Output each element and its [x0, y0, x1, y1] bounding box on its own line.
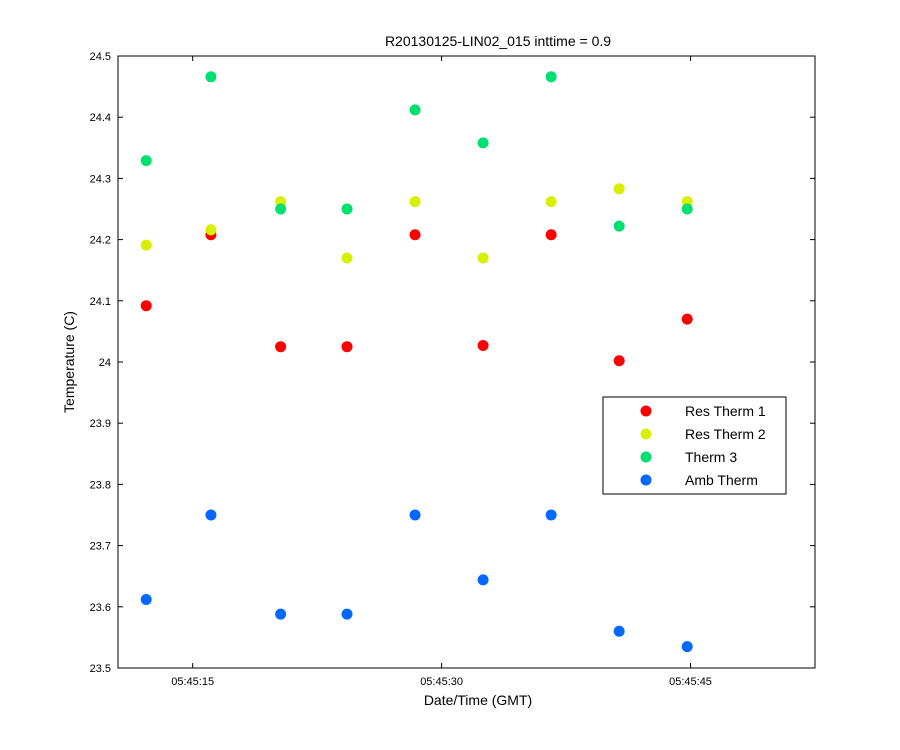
series-res-therm-1: [140, 229, 693, 367]
data-point: [341, 203, 353, 215]
y-tick-label: 24.1: [90, 296, 111, 308]
data-point: [409, 104, 421, 116]
data-point: [140, 593, 152, 605]
plot-area: [117, 55, 816, 669]
legend-label: Amb Therm: [685, 472, 758, 488]
y-tick-label: 23.5: [90, 663, 111, 675]
legend-label: Therm 3: [685, 449, 737, 465]
data-points: [140, 71, 693, 653]
legend-box: [602, 396, 787, 495]
y-tick-label: 23.7: [90, 541, 111, 553]
data-point: [140, 239, 152, 251]
data-point: [409, 229, 421, 241]
y-tick-label: 24.5: [90, 51, 111, 63]
legend-marker: [640, 405, 652, 417]
series-therm-3: [140, 71, 693, 232]
data-point: [681, 313, 693, 325]
data-point: [613, 625, 625, 637]
series-amb-therm: [140, 509, 693, 653]
x-tick-label: 05:45:15: [171, 676, 214, 688]
data-point: [681, 641, 693, 653]
y-tick-label: 23.8: [90, 479, 111, 491]
data-point: [613, 220, 625, 232]
data-point: [341, 341, 353, 353]
data-point: [205, 71, 217, 83]
data-point: [275, 341, 287, 353]
data-point: [681, 203, 693, 215]
y-axis: 23.5 23.6 23.7 23.8 23.9 24 24.1 24.2 24.3 24.4 24…: [90, 51, 815, 675]
legend: Res Therm 1 Res Therm 2 Therm 3 Amb Therm: [602, 396, 787, 495]
data-point: [341, 608, 353, 620]
legend-label: Res Therm 1: [685, 403, 766, 419]
data-point: [545, 509, 557, 521]
data-point: [545, 71, 557, 83]
data-point: [477, 137, 489, 149]
y-tick-label: 24.2: [90, 235, 111, 247]
y-tick-label: 24.3: [90, 173, 111, 185]
legend-label: Res Therm 2: [685, 426, 766, 442]
y-tick-label: 23.9: [90, 418, 111, 430]
legend-marker: [640, 474, 652, 486]
chart-title: R20130125-LIN02_015 inttime = 0.9: [385, 33, 611, 49]
x-axis-title: Date/Time (GMT): [424, 692, 532, 708]
data-point: [205, 509, 217, 521]
x-tick-label: 05:45:45: [669, 676, 712, 688]
data-point: [140, 300, 152, 312]
legend-marker: [640, 451, 652, 463]
data-point: [275, 203, 287, 215]
axes-area: 23.5 23.6 23.7 23.8 23.9 24 24.1 24.2 24.3 24.4 24…: [90, 51, 816, 688]
data-point: [477, 339, 489, 351]
data-point: [409, 509, 421, 521]
data-point: [613, 183, 625, 195]
data-point: [205, 224, 217, 236]
data-point: [409, 196, 421, 208]
data-point: [341, 252, 353, 264]
data-point: [275, 608, 287, 620]
data-point: [545, 196, 557, 208]
y-tick-label: 24.4: [90, 112, 111, 124]
x-tick-label: 05:45:30: [420, 676, 463, 688]
data-point: [140, 155, 152, 167]
y-tick-label: 23.6: [90, 602, 111, 614]
x-axis: 05:45:15 05:45:30 05:45:45: [171, 56, 712, 688]
data-point: [545, 229, 557, 241]
data-point: [613, 355, 625, 367]
data-point: [477, 574, 489, 586]
legend-marker: [640, 428, 652, 440]
y-tick-label: 24: [99, 357, 111, 369]
data-point: [477, 252, 489, 264]
y-axis-title: Temperature (C): [61, 311, 77, 413]
